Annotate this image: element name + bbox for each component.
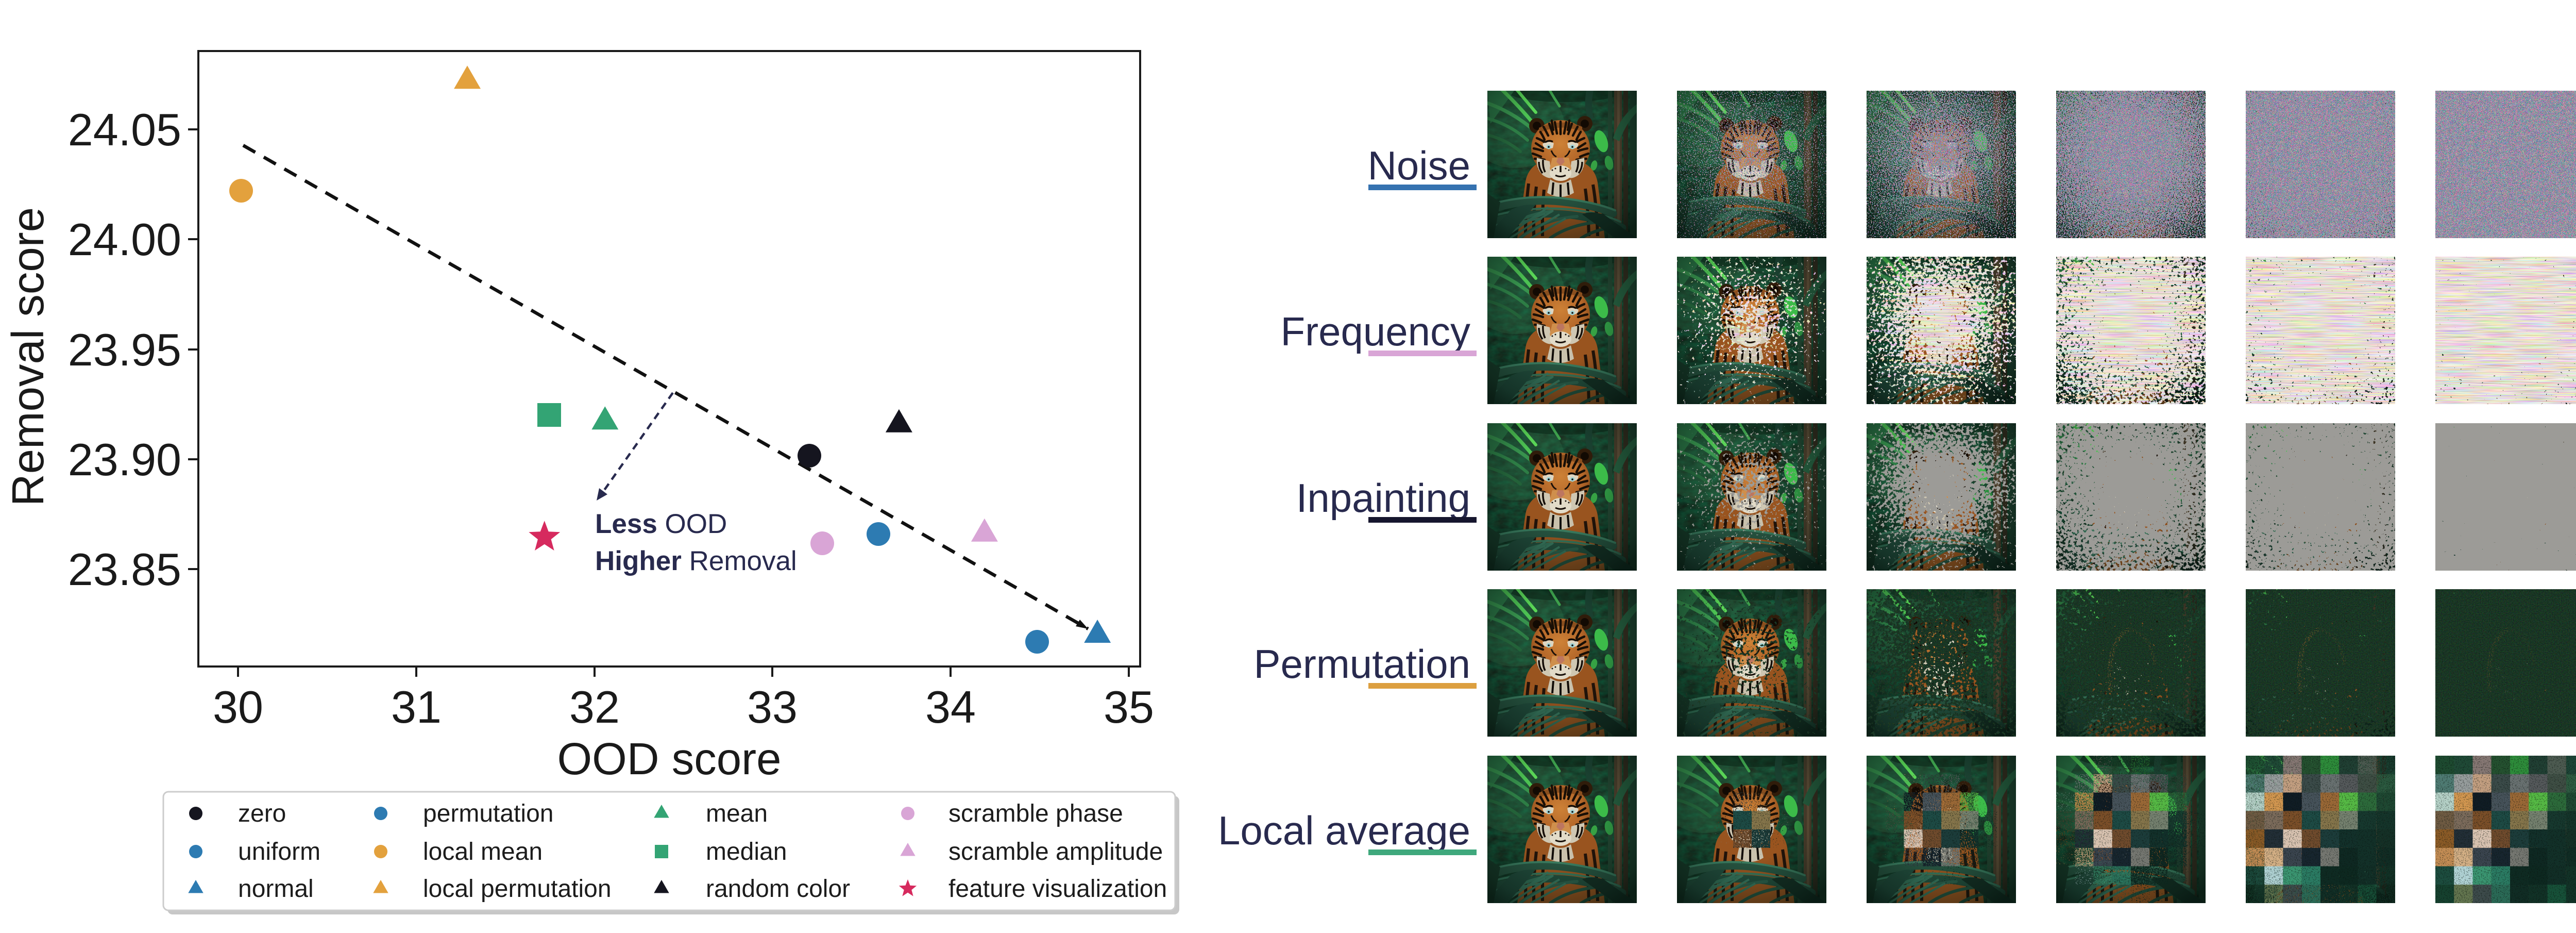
svg-text:32: 32 (569, 681, 620, 732)
svg-text:Less OOD: Less OOD (595, 509, 727, 539)
svg-text:local permutation: local permutation (423, 875, 612, 903)
svg-text:31: 31 (391, 681, 442, 732)
svg-text:Noise: Noise (1368, 143, 1470, 188)
svg-text:Permutation: Permutation (1253, 641, 1470, 687)
svg-text:mean: mean (706, 800, 768, 827)
svg-text:Higher Removal: Higher Removal (595, 546, 797, 576)
svg-text:scramble amplitude: scramble amplitude (948, 838, 1163, 865)
svg-text:uniform: uniform (238, 838, 320, 865)
svg-text:24.05: 24.05 (68, 104, 181, 155)
svg-text:feature visualization: feature visualization (948, 875, 1167, 903)
svg-text:23.90: 23.90 (68, 434, 181, 485)
svg-text:33: 33 (747, 681, 798, 732)
svg-text:median: median (706, 838, 787, 865)
svg-text:30: 30 (213, 681, 263, 732)
svg-text:scramble phase: scramble phase (948, 800, 1123, 827)
svg-text:Removal score: Removal score (3, 207, 53, 506)
svg-text:Inpainting: Inpainting (1296, 475, 1470, 521)
svg-text:24.00: 24.00 (68, 214, 181, 265)
svg-text:permutation: permutation (423, 800, 553, 827)
svg-text:34: 34 (925, 681, 976, 732)
svg-text:zero: zero (238, 800, 286, 827)
svg-text:Frequency: Frequency (1280, 309, 1470, 354)
svg-text:local mean: local mean (423, 838, 543, 865)
svg-text:OOD score: OOD score (557, 734, 781, 784)
svg-text:Local average: Local average (1218, 808, 1470, 853)
svg-text:35: 35 (1104, 681, 1154, 732)
svg-text:normal: normal (238, 875, 314, 903)
svg-text:random color: random color (706, 875, 850, 903)
svg-text:23.95: 23.95 (68, 324, 181, 375)
svg-text:23.85: 23.85 (68, 544, 181, 595)
